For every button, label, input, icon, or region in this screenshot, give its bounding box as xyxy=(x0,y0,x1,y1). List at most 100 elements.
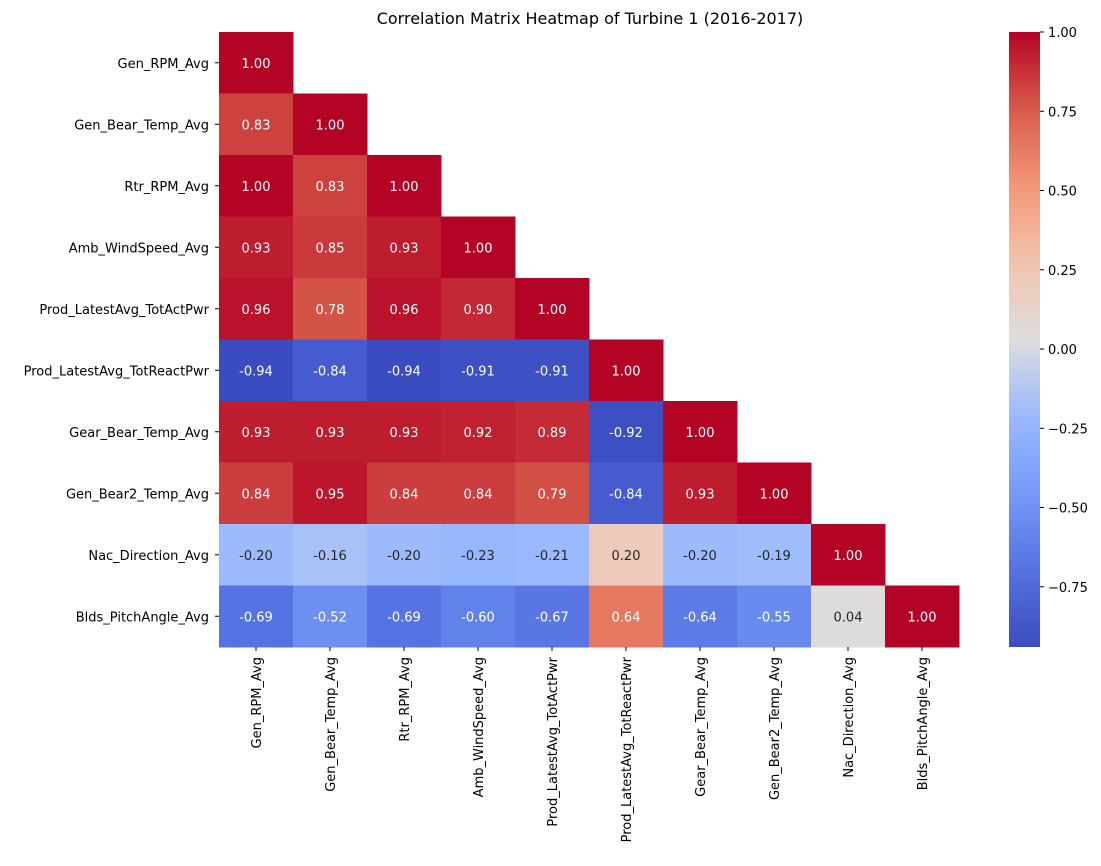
heatmap-cell xyxy=(293,93,368,156)
cell-value-label: -0.52 xyxy=(313,610,347,625)
x-tick-label: Gear_Bear_Temp_Avg xyxy=(694,657,709,797)
heatmap-cell xyxy=(663,401,738,463)
cell-value-label: 1.00 xyxy=(464,241,493,256)
colorbar-tick-label: 0.50 xyxy=(1048,185,1077,200)
cell-value-label: 1.00 xyxy=(834,549,863,564)
colorbar: 1.00 0.75 0.50 0.25 0.00 −0.25 −0.50 −0.75 xyxy=(1009,26,1088,647)
cell-value-label: 0.93 xyxy=(686,487,715,502)
cell-value-label: 0.83 xyxy=(242,118,271,133)
cell-value-label: -0.69 xyxy=(239,610,273,625)
cell-value-label: 0.79 xyxy=(538,487,567,502)
x-tick-label: Blds_PitchAngle_Avg xyxy=(916,657,931,790)
heatmap-cell xyxy=(441,278,516,340)
heatmap-cell xyxy=(219,278,294,340)
heatmap-cell xyxy=(367,155,442,217)
colorbar-tick-label: −0.75 xyxy=(1048,581,1088,596)
cell-value-label: -0.91 xyxy=(535,364,569,379)
cell-value-label: -0.64 xyxy=(683,610,717,625)
cell-value-label: -0.23 xyxy=(461,549,495,564)
cell-value-label: -0.67 xyxy=(535,610,569,625)
x-tick-label: Prod_LatestAvg_TotReactPwr xyxy=(620,656,635,842)
heatmap-cell xyxy=(367,278,442,340)
heatmap-cell xyxy=(367,339,442,402)
heatmap-cell xyxy=(515,339,590,402)
cell-value-label: 1.00 xyxy=(242,57,271,72)
heatmap-cell xyxy=(737,585,812,648)
cell-value-label: -0.21 xyxy=(535,549,569,564)
heatmap-cell xyxy=(219,32,294,94)
heatmap-cell xyxy=(293,339,368,402)
cell-value-label: 0.93 xyxy=(242,426,271,441)
chart-title: Correlation Matrix Heatmap of Turbine 1 … xyxy=(377,9,804,28)
heatmap-cell xyxy=(441,216,516,279)
cell-value-label: 1.00 xyxy=(760,487,789,502)
heatmap-cell xyxy=(811,524,886,586)
heatmap-cell xyxy=(441,524,516,586)
cell-value-label: 0.84 xyxy=(464,487,493,502)
y-tick-label: Gen_Bear2_Temp_Avg xyxy=(66,487,209,502)
y-axis-labels: Gen_RPM_Avg Gen_Bear_Temp_Avg Rtr_RPM_Avg A… xyxy=(24,57,219,625)
cell-value-label: -0.20 xyxy=(387,549,421,564)
colorbar-tick-label: 0.00 xyxy=(1048,343,1077,358)
colorbar-tick-label: −0.25 xyxy=(1048,422,1088,437)
cell-value-label: -0.92 xyxy=(609,426,643,441)
heatmap-cell xyxy=(589,524,664,586)
heatmap-cell xyxy=(515,401,590,463)
heatmap-cell xyxy=(589,585,664,648)
x-tick-label: Rtr_RPM_Avg xyxy=(398,657,413,742)
cell-value-label: -0.20 xyxy=(239,549,273,564)
heatmap-cell xyxy=(367,401,442,463)
heatmap-cell xyxy=(293,524,368,586)
cell-value-label: 0.92 xyxy=(464,426,493,441)
y-tick-label: Nac_Direction_Avg xyxy=(88,549,209,564)
colorbar-tick-label: −0.50 xyxy=(1048,502,1088,517)
cell-value-label: 1.00 xyxy=(612,364,641,379)
heatmap-cell xyxy=(515,585,590,648)
heatmap-cell xyxy=(589,462,664,525)
heatmap-cell xyxy=(441,401,516,463)
cell-value-label: 0.93 xyxy=(242,241,271,256)
heatmap-cell xyxy=(293,585,368,648)
heatmap-cell xyxy=(219,585,294,648)
colorbar-gradient xyxy=(1009,32,1040,647)
heatmap-cell xyxy=(293,401,368,463)
cell-value-label: 0.20 xyxy=(612,549,641,564)
cell-value-label: 0.78 xyxy=(316,303,345,318)
cell-value-label: -0.19 xyxy=(757,549,791,564)
cell-value-label: -0.60 xyxy=(461,610,495,625)
x-tick-label: Gen_Bear2_Temp_Avg xyxy=(768,657,783,800)
cell-value-label: 0.96 xyxy=(242,303,271,318)
heatmap-cell xyxy=(219,216,294,279)
cell-value-label: 0.93 xyxy=(390,241,419,256)
cell-value-label: 0.83 xyxy=(316,180,345,195)
cell-value-label: 1.00 xyxy=(390,180,419,195)
heatmap-cell xyxy=(441,462,516,525)
heatmap-cell xyxy=(663,585,738,648)
heatmap-cell xyxy=(367,524,442,586)
heatmap-cell xyxy=(515,524,590,586)
cell-value-label: 1.00 xyxy=(316,118,345,133)
x-tick-label: Gen_RPM_Avg xyxy=(250,657,265,748)
heatmap-cell xyxy=(367,462,442,525)
cell-value-label: 0.96 xyxy=(390,303,419,318)
heatmap-cell xyxy=(737,524,812,586)
heatmap-cell xyxy=(219,401,294,463)
heatmap-cell xyxy=(293,216,368,279)
cell-value-label: 1.00 xyxy=(538,303,567,318)
y-tick-label: Gen_RPM_Avg xyxy=(118,57,209,72)
x-tick-label: Prod_LatestAvg_TotActPwr xyxy=(546,656,561,826)
y-tick-label: Amb_WindSpeed_Avg xyxy=(69,241,209,256)
heatmap-cell xyxy=(219,339,294,402)
heatmap-cell xyxy=(515,462,590,525)
heatmap-cell xyxy=(293,155,368,217)
x-tick-label: Gen_Bear_Temp_Avg xyxy=(324,657,339,792)
y-tick-label: Prod_LatestAvg_TotActPwr xyxy=(39,303,209,318)
cell-value-label: 0.64 xyxy=(612,610,641,625)
y-tick-label: Blds_PitchAngle_Avg xyxy=(76,610,209,625)
heatmap-cell xyxy=(293,462,368,525)
heatmap-cell xyxy=(811,585,886,648)
colorbar-tick-label: 0.25 xyxy=(1048,264,1077,279)
cell-value-label: 0.95 xyxy=(316,487,345,502)
cell-value-label: -0.20 xyxy=(683,549,717,564)
